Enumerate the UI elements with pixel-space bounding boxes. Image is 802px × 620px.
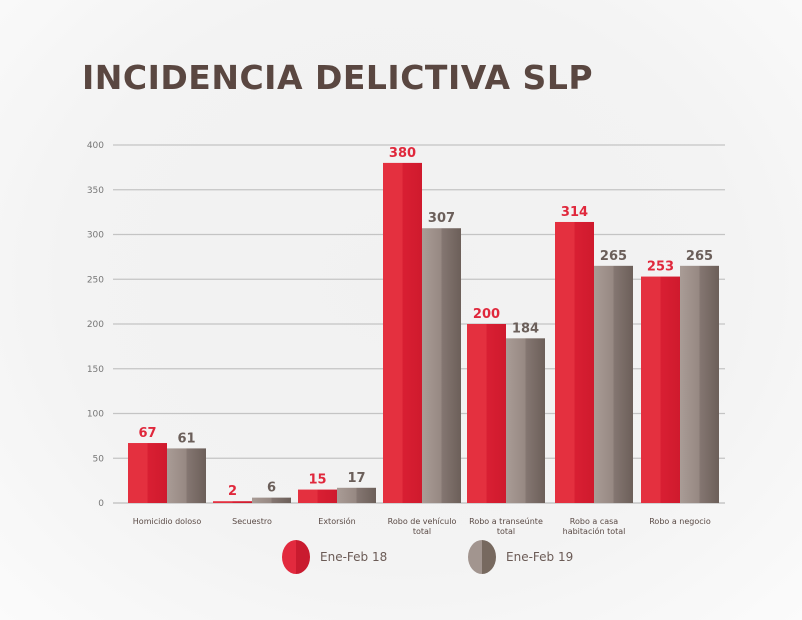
legend-label-2019: Ene-Feb 19: [506, 550, 574, 564]
bar-2018: [298, 489, 337, 503]
y-tick-label: 400: [87, 141, 104, 151]
data-label: 314: [561, 205, 588, 220]
bar-2019: [594, 265, 633, 503]
bar-2018: [383, 162, 422, 503]
bar-2019: [337, 487, 376, 503]
y-tick-label: 300: [87, 231, 104, 241]
y-tick-label: 50: [93, 454, 105, 464]
bar-2019: [422, 228, 461, 504]
legend-label-2018: Ene-Feb 18: [320, 550, 388, 564]
x-tick-label: Secuestro: [232, 517, 272, 526]
data-label: 265: [600, 249, 627, 264]
bar-2018: [641, 276, 680, 503]
legend-item-2019: Ene-Feb 19: [468, 540, 573, 574]
data-label: 265: [686, 249, 713, 264]
y-tick-label: 150: [87, 365, 104, 375]
data-label: 17: [347, 471, 365, 486]
y-tick-label: 0: [98, 499, 104, 509]
chart-title: INCIDENCIA DELICTIVA SLP: [82, 58, 594, 97]
x-tick-label: Robo de vehículo total: [388, 517, 457, 536]
y-tick-label: 200: [87, 320, 104, 330]
x-tick-label: Extorsión: [318, 516, 355, 526]
data-label: 67: [138, 426, 156, 441]
bar-2018: [213, 501, 252, 503]
data-label: 380: [389, 146, 416, 161]
data-label: 61: [177, 431, 195, 446]
legend-swatch-2019: [468, 540, 496, 574]
x-tick-label: Robo a casa habitación total: [563, 517, 626, 536]
data-label: 15: [308, 473, 326, 488]
data-label: 184: [512, 321, 539, 336]
bar-2019: [680, 265, 719, 503]
bar-2019: [252, 497, 291, 503]
data-label: 200: [473, 307, 500, 322]
data-label: 253: [647, 260, 674, 275]
y-tick-label: 100: [87, 410, 104, 420]
y-tick-label: 350: [87, 186, 104, 196]
data-label: 6: [267, 481, 276, 496]
bar-2018: [555, 221, 594, 503]
x-tick-label: Robo a transeúnte total: [469, 517, 543, 536]
y-tick-label: 250: [87, 275, 104, 285]
legend-swatch-2018: [282, 540, 310, 574]
x-tick-label: Robo a negocio: [649, 517, 711, 526]
x-tick-label: Homicidio doloso: [133, 517, 202, 526]
data-label: 2: [228, 484, 237, 499]
bar-2018: [128, 443, 167, 503]
bar-2019: [506, 338, 545, 503]
data-label: 307: [428, 211, 455, 226]
bar-2018: [467, 324, 506, 503]
bar-2019: [167, 448, 206, 503]
legend-item-2018: Ene-Feb 18: [282, 540, 387, 574]
